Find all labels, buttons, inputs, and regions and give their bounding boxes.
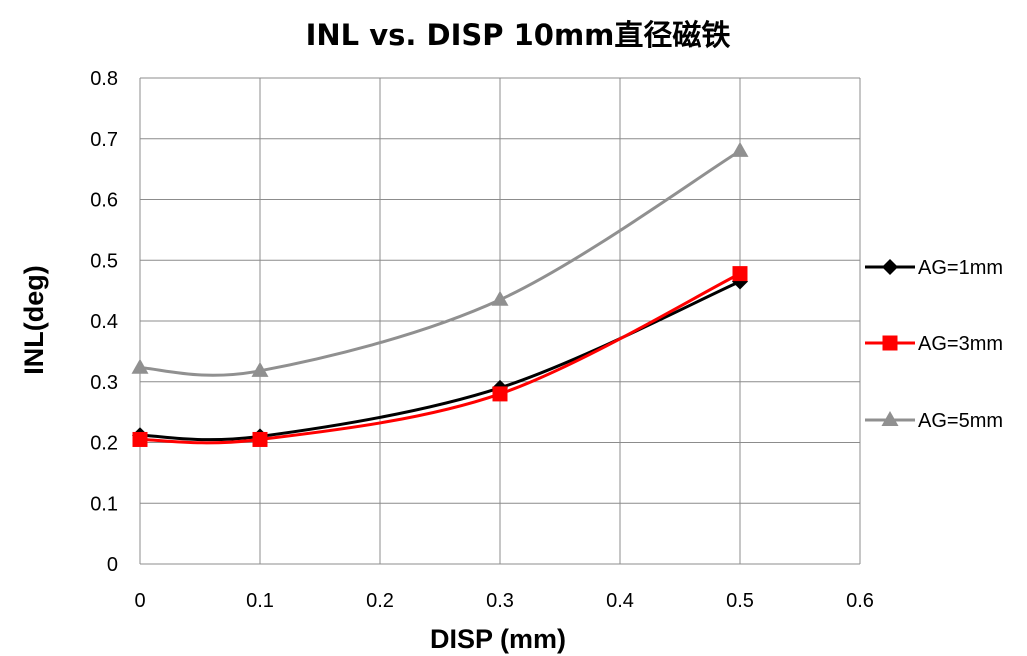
x-tick-label: 0.2 bbox=[366, 590, 394, 612]
legend-label: AG=1mm bbox=[918, 257, 1003, 279]
y-tick-label: 0.8 bbox=[90, 68, 118, 90]
legend-marker bbox=[882, 335, 898, 351]
legend-label: AG=5mm bbox=[918, 410, 1003, 432]
data-point-marker bbox=[491, 290, 509, 306]
series-ag-3mm bbox=[132, 266, 748, 447]
x-tick-label: 0.4 bbox=[606, 590, 634, 612]
y-tick-label: 0.7 bbox=[90, 129, 118, 151]
data-point-marker bbox=[131, 358, 149, 374]
y-tick-label: 0.5 bbox=[90, 250, 118, 272]
x-tick-label: 0 bbox=[134, 590, 145, 612]
data-point-marker bbox=[251, 361, 269, 377]
data-point-marker bbox=[492, 386, 508, 402]
x-tick-label: 0.1 bbox=[246, 590, 274, 612]
chart-title: INL vs. DISP 10mm直径磁铁 bbox=[306, 18, 731, 52]
y-tick-label: 0.1 bbox=[90, 493, 118, 515]
legend: AG=1mm AG=3mm AG=5mm bbox=[865, 257, 1003, 432]
legend-marker bbox=[881, 411, 899, 426]
legend-item: AG=1mm bbox=[865, 257, 1003, 279]
y-tick-label: 0.4 bbox=[90, 311, 118, 333]
x-axis-title: DISP (mm) bbox=[430, 624, 566, 654]
legend-label: AG=3mm bbox=[918, 333, 1003, 355]
data-point-marker bbox=[731, 141, 749, 157]
series-line bbox=[139, 149, 741, 377]
series-ag-1mm bbox=[132, 273, 748, 445]
series-ag-5mm bbox=[131, 141, 749, 377]
data-point-marker bbox=[132, 431, 148, 447]
x-tick-label: 0.6 bbox=[846, 590, 874, 612]
legend-item: AG=5mm bbox=[865, 410, 1003, 432]
x-axis-tick-labels: 0 0.1 0.2 0.3 0.4 0.5 0.6 bbox=[134, 590, 873, 612]
legend-marker bbox=[882, 259, 898, 275]
data-point-marker bbox=[252, 431, 268, 447]
grid-lines bbox=[139, 77, 861, 565]
y-tick-label: 0.6 bbox=[90, 190, 118, 212]
x-tick-label: 0.3 bbox=[486, 590, 514, 612]
y-tick-label: 0 bbox=[107, 554, 118, 576]
y-tick-label: 0.3 bbox=[90, 372, 118, 394]
series-layer bbox=[131, 141, 749, 447]
series-line bbox=[139, 280, 741, 442]
data-point-marker bbox=[732, 266, 748, 282]
series-line bbox=[139, 272, 741, 445]
x-tick-label: 0.5 bbox=[726, 590, 754, 612]
y-axis-title: INL(deg) bbox=[19, 265, 49, 374]
y-tick-label: 0.2 bbox=[90, 433, 118, 455]
legend-item: AG=3mm bbox=[865, 333, 1003, 355]
y-axis-tick-labels: 0 0.1 0.2 0.3 0.4 0.5 0.6 0.7 0.8 bbox=[90, 68, 118, 576]
